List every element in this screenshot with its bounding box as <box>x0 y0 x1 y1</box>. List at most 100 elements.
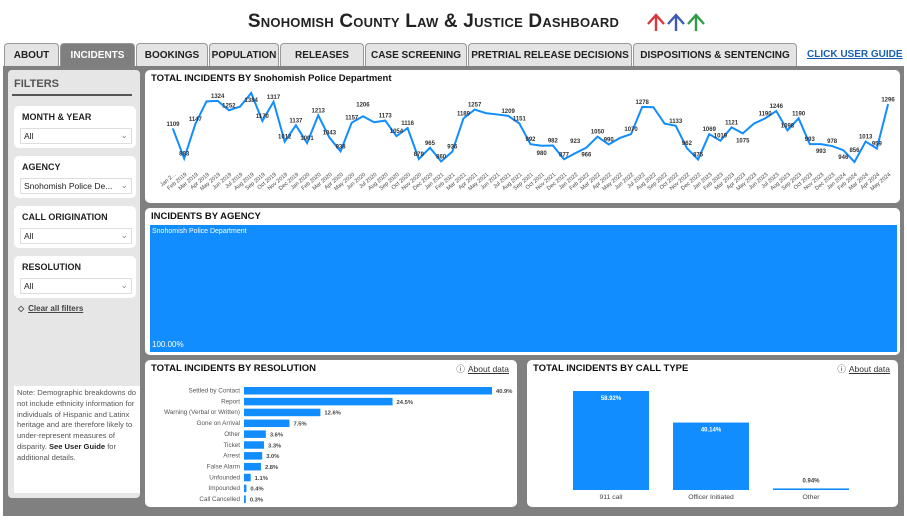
about-data-link[interactable]: ⓘ About data <box>456 363 509 375</box>
data-label: 1246 <box>770 104 784 110</box>
tab-population[interactable]: POPULATION <box>209 43 279 67</box>
treemap-label: Snohomish Police Department <box>152 228 247 235</box>
data-point <box>630 133 632 135</box>
data-label: 1069 <box>703 127 717 133</box>
about-data-label: About data <box>848 364 890 374</box>
dropdown-value: All <box>24 281 34 291</box>
chevron-down-icon: ⌄ <box>120 230 128 240</box>
data-label: 936 <box>447 145 458 151</box>
category-label: Ticket <box>223 442 240 449</box>
call-type-bar-chart: 58.92% 911 call 40.14% Officer Initiated 0.9… <box>573 391 849 501</box>
data-label: 1151 <box>513 116 527 122</box>
data-point <box>384 119 387 122</box>
value-label: 12.6% <box>324 411 340 417</box>
data-label: 1206 <box>356 102 370 108</box>
line-chart: 1109 883 1147 1324 1252 1384 1170 1317 1012 1137 1… <box>159 91 895 192</box>
category-label: Settled by Contact <box>189 388 241 395</box>
agency-card: INCIDENTS BY AGENCY Snohomish Police Dep… <box>145 208 900 355</box>
resolution-dropdown[interactable]: All ⌄ <box>20 278 132 294</box>
treemap-tile-snohomish-police[interactable]: Snohomish Police Department 100.00% <box>150 225 897 352</box>
resolution-card: TOTAL INCIDENTS BY RESOLUTION ⓘ About dat… <box>145 360 517 507</box>
chart-title: TOTAL INCIDENTS BY Snohomish Police Depa… <box>151 73 392 84</box>
note-tail: for additional details. <box>17 441 117 462</box>
tab-bookings[interactable]: BOOKINGS <box>136 43 208 67</box>
info-icon: ⓘ <box>837 364 846 374</box>
data-label: 1012 <box>278 135 292 141</box>
tab-about[interactable]: ABOUT <box>4 43 59 67</box>
chart-title: INCIDENTS BY AGENCY <box>151 211 261 222</box>
info-icon: ⓘ <box>456 364 465 374</box>
data-label: 877 <box>559 152 570 158</box>
tab-dispositions-sentencing[interactable]: DISPOSITIONS & SENTENCING <box>633 43 797 67</box>
data-label: 1257 <box>468 103 482 109</box>
bar <box>244 387 492 395</box>
dropdown-value: Snohomish Police De... <box>24 181 113 191</box>
page-title: Snohomish County Law & Justice Dashboard <box>247 11 620 32</box>
data-point <box>887 103 889 106</box>
agency-dropdown[interactable]: Snohomish Police De... ⌄ <box>20 178 132 194</box>
data-point <box>797 117 800 120</box>
data-point <box>574 152 576 155</box>
data-label: 980 <box>537 151 548 157</box>
data-point <box>172 128 174 130</box>
value-label: 3.3% <box>268 443 281 449</box>
data-label: 1252 <box>222 103 236 109</box>
data-label: 875 <box>693 153 704 159</box>
value-label: 58.92% <box>601 396 622 402</box>
category-label: Unfounded <box>209 474 240 481</box>
data-label: 1054 <box>390 129 404 135</box>
filter-resolution: RESOLUTION All ⌄ <box>14 256 136 298</box>
data-point <box>462 117 465 120</box>
data-label: 1050 <box>591 130 605 136</box>
bar <box>244 430 266 438</box>
chart-title: TOTAL INCIDENTS BY CALL TYPE <box>533 363 689 374</box>
data-point <box>831 145 833 147</box>
data-point <box>674 125 677 127</box>
clear-all-filters-button[interactable]: ◇ Clear all filters <box>18 304 83 313</box>
value-label: 3.0% <box>266 454 279 460</box>
data-point <box>306 142 308 144</box>
value-label: 3.6% <box>270 432 283 438</box>
data-label: 1116 <box>401 121 414 127</box>
tab-pretrial-release-decisions[interactable]: PRETRIAL RELEASE DECISIONS <box>468 43 632 67</box>
user-guide-link[interactable]: CLICK USER GUIDE <box>807 49 903 60</box>
tab-case-screening[interactable]: CASE SCREENING <box>365 43 467 67</box>
data-point <box>317 114 320 117</box>
filter-label: MONTH & YEAR <box>22 112 92 122</box>
bar <box>673 422 749 490</box>
line-chart-card: TOTAL INCIDENTS BY Snohomish Police Depa… <box>145 70 900 203</box>
value-label: 0.94% <box>802 478 820 484</box>
data-point <box>563 158 565 161</box>
data-point <box>440 160 442 163</box>
data-label: 1001 <box>300 136 314 142</box>
data-label: 990 <box>604 137 615 143</box>
data-label: 1190 <box>792 111 806 117</box>
clear-filters-label: Clear all filters <box>28 304 84 313</box>
data-point <box>619 137 621 139</box>
data-label: 1278 <box>636 100 650 106</box>
data-label: 1137 <box>289 118 303 124</box>
dropdown-value: All <box>24 131 34 141</box>
data-label: 1213 <box>312 108 326 114</box>
bar <box>573 391 649 490</box>
data-point <box>362 115 364 118</box>
category-label: False Alarm <box>207 463 240 470</box>
tab-releases[interactable]: RELEASES <box>280 43 364 67</box>
data-label: 1157 <box>345 116 359 122</box>
bar <box>244 495 246 503</box>
data-label: 966 <box>581 153 592 159</box>
tab-incidents[interactable]: INCIDENTS <box>60 43 135 67</box>
data-point <box>764 117 766 120</box>
data-label: 1147 <box>189 117 203 123</box>
data-point <box>417 158 420 160</box>
eraser-icon: ◇ <box>18 304 25 313</box>
data-point <box>451 150 454 153</box>
value-label: 0.3% <box>250 498 263 504</box>
data-point <box>239 105 241 108</box>
call-origination-dropdown[interactable]: All ⌄ <box>20 228 132 244</box>
category-label: Impounded <box>208 485 240 492</box>
about-data-link[interactable]: ⓘ About data <box>837 363 890 375</box>
month-year-dropdown[interactable]: All ⌄ <box>20 128 132 144</box>
see-user-guide-text: See User Guide <box>48 441 106 451</box>
data-label: 1070 <box>624 127 638 133</box>
